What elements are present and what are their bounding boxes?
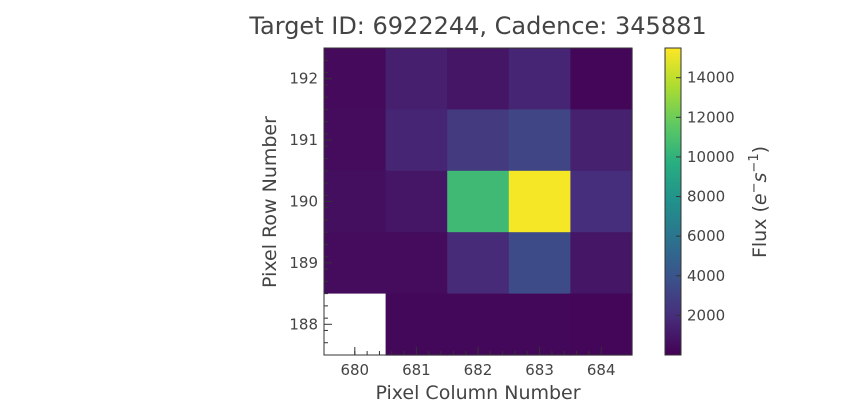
colorbar-tick-label: 12000 (687, 108, 735, 126)
heatmap-cell (324, 48, 387, 110)
heatmap-cell (385, 170, 448, 233)
heatmap-cell (324, 293, 387, 356)
colorbar-tick-label: 8000 (687, 188, 725, 206)
colorbar-tick-label: 4000 (687, 267, 725, 285)
colorbar (664, 47, 682, 356)
heatmap-cell (570, 48, 633, 110)
y-tick-label: 189 (289, 254, 318, 272)
heatmap-cell (385, 48, 448, 110)
x-axis-ticks: 680 681 682 683 684 (340, 347, 616, 379)
colorbar-ticks: 2000 4000 6000 8000 10000 12000 14000 (676, 69, 735, 324)
heatmap-cell (324, 109, 387, 172)
heatmap-plot (324, 48, 633, 356)
heatmap-cell (447, 48, 510, 110)
heatmap-cell (385, 293, 448, 356)
x-tick-label: 681 (402, 361, 431, 379)
x-tick-label: 682 (464, 361, 493, 379)
heatmap-cell (570, 232, 633, 295)
heatmap-cell (447, 170, 510, 233)
y-tick-label: 192 (289, 70, 318, 88)
y-tick-label: 188 (289, 315, 318, 333)
y-axis-ticks: 188 189 190 191 192 (289, 47, 332, 356)
heatmap-cell (508, 170, 571, 233)
colorbar-tick-label: 10000 (687, 148, 735, 166)
heatmap-cell (508, 48, 571, 110)
heatmap-cell (508, 232, 571, 295)
colorbar-tick-label: 6000 (687, 227, 725, 245)
heatmap-cell (447, 232, 510, 295)
heatmap-cell (324, 232, 387, 295)
x-axis-label: Pixel Column Number (375, 382, 580, 400)
y-tick-label: 190 (289, 193, 318, 211)
heatmap-cell (324, 170, 387, 233)
colorbar-tick-label: 2000 (687, 306, 725, 324)
chart-title: Target ID: 6922244, Cadence: 345881 (248, 12, 706, 40)
x-tick-label: 684 (587, 361, 616, 379)
colorbar-tick-label: 14000 (687, 69, 735, 87)
heatmap-cell (570, 293, 633, 356)
heatmap-cell (570, 109, 633, 172)
heatmap-cell (447, 109, 510, 172)
x-tick-label: 683 (525, 361, 554, 379)
y-axis-label: Pixel Row Number (259, 116, 281, 288)
heatmap-cell (385, 232, 448, 295)
heatmap-cell (508, 293, 571, 356)
heatmap-cell (570, 170, 633, 233)
heatmap-cell (447, 293, 510, 356)
heatmap-cell (385, 109, 448, 172)
x-tick-label: 680 (340, 361, 369, 379)
y-tick-label: 191 (289, 131, 318, 149)
heatmap-cell (508, 109, 571, 172)
colorbar-label: Flux (e−s−1) (747, 146, 771, 258)
